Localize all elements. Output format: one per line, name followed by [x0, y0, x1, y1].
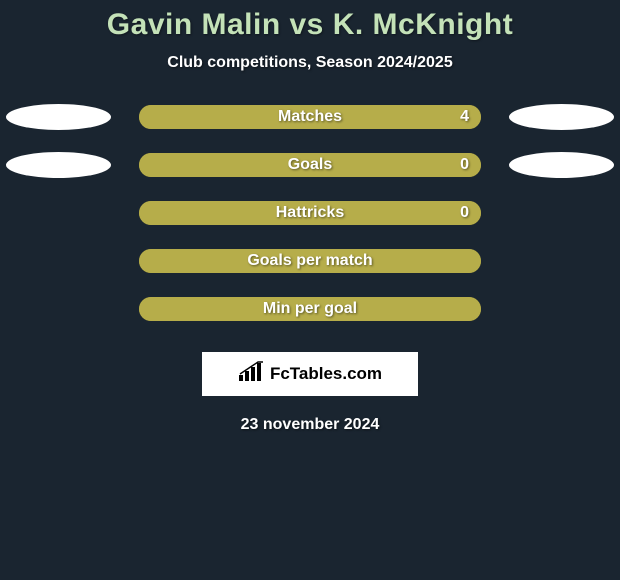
stat-label: Goals [139, 153, 481, 177]
stat-label: Matches [139, 105, 481, 129]
stat-bar: Matches4 [139, 105, 481, 129]
right-ellipse [509, 104, 614, 130]
comparison-widget: Gavin Malin vs K. McKnight Club competit… [0, 0, 620, 434]
right-ellipse [509, 296, 614, 322]
stat-bar: Goals per match [139, 249, 481, 273]
stat-row: Hattricks0 [0, 200, 620, 226]
stat-bar: Hattricks0 [139, 201, 481, 225]
stat-row: Goals per match [0, 248, 620, 274]
left-ellipse [6, 200, 111, 226]
stat-row: Min per goal [0, 296, 620, 322]
source-badge-text: FcTables.com [270, 364, 382, 384]
stat-bar: Min per goal [139, 297, 481, 321]
stat-value: 0 [460, 153, 469, 177]
page-subtitle: Club competitions, Season 2024/2025 [0, 54, 620, 72]
source-badge[interactable]: FcTables.com [202, 352, 418, 396]
stat-value: 0 [460, 201, 469, 225]
page-title: Gavin Malin vs K. McKnight [0, 8, 620, 42]
stat-row: Goals0 [0, 152, 620, 178]
right-ellipse [509, 152, 614, 178]
stat-value: 4 [460, 105, 469, 129]
stat-bar: Goals0 [139, 153, 481, 177]
date-label: 23 november 2024 [0, 416, 620, 434]
stat-rows: Matches4Goals0Hattricks0Goals per matchM… [0, 104, 620, 322]
right-ellipse [509, 200, 614, 226]
stat-label: Goals per match [139, 249, 481, 273]
left-ellipse [6, 104, 111, 130]
left-ellipse [6, 248, 111, 274]
left-ellipse [6, 152, 111, 178]
stat-row: Matches4 [0, 104, 620, 130]
left-ellipse [6, 296, 111, 322]
right-ellipse [509, 248, 614, 274]
stat-label: Hattricks [139, 201, 481, 225]
chart-icon [238, 361, 264, 388]
stat-label: Min per goal [139, 297, 481, 321]
